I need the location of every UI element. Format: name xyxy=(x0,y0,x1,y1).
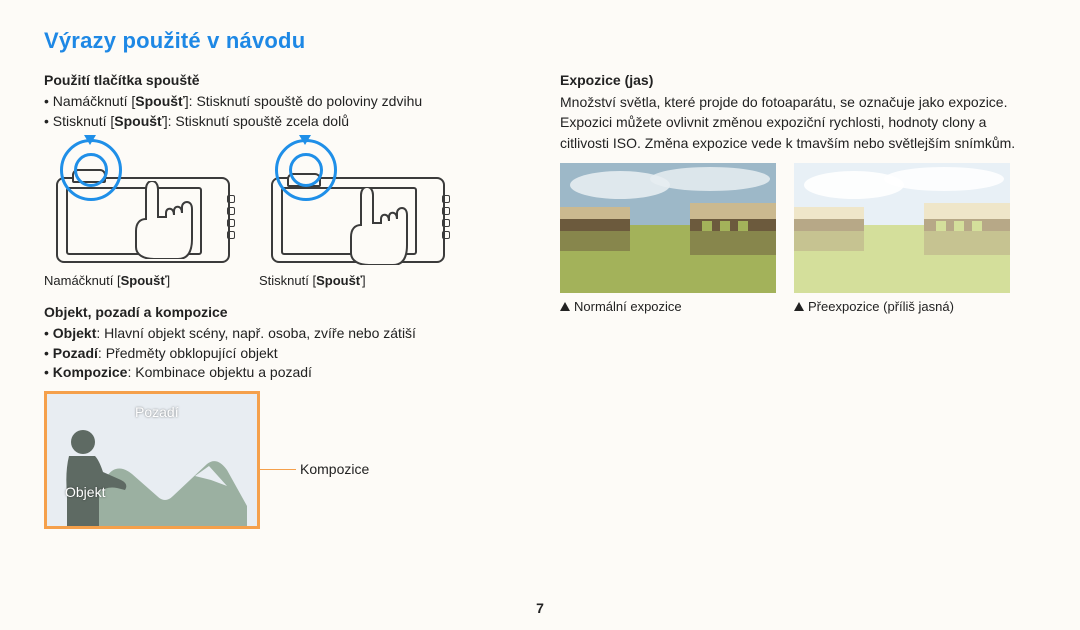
photo-normal-exposure: Normální expozice xyxy=(560,163,776,314)
left-column: Použití tlačítka spouště Namáčknutí [Spo… xyxy=(44,72,520,529)
exposure-heading: Expozice (jas) xyxy=(560,72,1036,88)
composition-heading: Objekt, pozadí a kompozice xyxy=(44,304,520,320)
shutter-item-2: Stisknutí [Spoušť]: Stisknutí spouště zc… xyxy=(44,112,520,132)
arrow-down-icon xyxy=(84,135,96,145)
diagram-half-caption: Namáčknutí [Spoušť] xyxy=(44,273,239,288)
exposure-photos: Normální expozice Přeexpozice (příliš ja… xyxy=(560,163,1036,314)
person-icon xyxy=(55,426,135,526)
triangle-icon xyxy=(560,302,570,311)
diagram-full-caption: Stisknutí [Spoušť] xyxy=(259,273,454,288)
hand-icon xyxy=(349,187,409,265)
composition-list: Objekt: Hlavní objekt scény, např. osoba… xyxy=(44,324,520,383)
composition-diagram: Pozadí Objekt xyxy=(44,391,260,529)
label-objekt: Objekt xyxy=(65,484,105,500)
arrow-down-icon xyxy=(299,135,311,145)
hand-icon xyxy=(134,181,194,259)
caption-normal: Normální expozice xyxy=(574,299,682,314)
composition-item-3: Kompozice: Kombinace objektu a pozadí xyxy=(44,363,520,383)
page-number: 7 xyxy=(0,600,1080,616)
photo-overexposure: Přeexpozice (příliš jasná) xyxy=(794,163,1010,314)
shutter-item-1: Namáčknutí [Spoušť]: Stisknutí spouště d… xyxy=(44,92,520,112)
diagram-half-press: Namáčknutí [Spoušť] xyxy=(44,139,239,288)
composition-item-1: Objekt: Hlavní objekt scény, např. osoba… xyxy=(44,324,520,344)
page-title: Výrazy použité v návodu xyxy=(44,28,1036,54)
composition-item-2: Pozadí: Předměty obklopující objekt xyxy=(44,344,520,364)
diagram-full-press: Stisknutí [Spoušť] xyxy=(259,139,454,288)
label-kompozice: Kompozice xyxy=(300,461,369,477)
right-column: Expozice (jas) Množství světla, které pr… xyxy=(560,72,1036,529)
label-pozadi: Pozadí xyxy=(135,404,179,420)
caption-over: Přeexpozice (příliš jasná) xyxy=(808,299,954,314)
focus-ring-inner xyxy=(74,153,108,187)
shutter-list: Namáčknutí [Spoušť]: Stisknutí spouště d… xyxy=(44,92,520,131)
triangle-icon xyxy=(794,302,804,311)
shutter-heading: Použití tlačítka spouště xyxy=(44,72,520,88)
exposure-paragraph: Množství světla, které projde do fotoapa… xyxy=(560,92,1036,153)
shutter-diagrams: Namáčknutí [Spoušť] xyxy=(44,139,520,288)
